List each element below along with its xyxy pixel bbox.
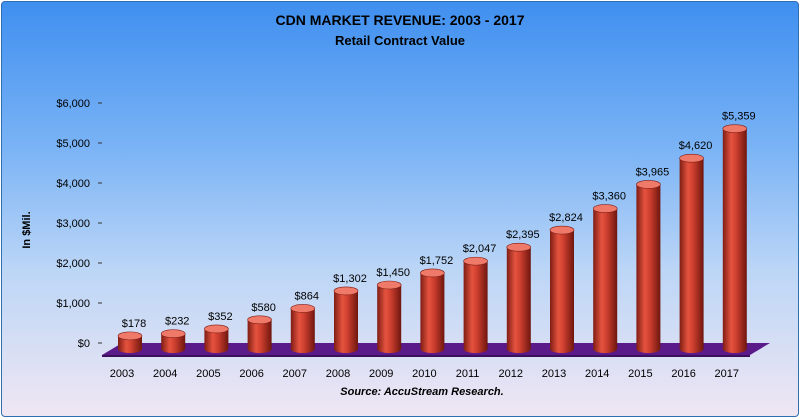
bar-body [550, 230, 574, 353]
bar [247, 315, 272, 353]
x-tick-label: 2016 [671, 368, 695, 380]
floor-edge [102, 355, 750, 357]
data-label: $580 [251, 302, 275, 314]
y-tick-label: $5,000 [56, 138, 90, 150]
x-axis: 2003 2004 2005 2006 2007 2008 2009 2010 2011 2012… [110, 368, 739, 380]
bar [506, 242, 532, 353]
x-tick-label: 2011 [456, 368, 480, 380]
x-tick-label: 2017 [715, 368, 739, 380]
bar [463, 256, 488, 353]
x-tick-label: 2009 [369, 368, 393, 380]
data-label: $178 [122, 318, 146, 330]
data-label: $1,302 [333, 273, 367, 285]
bar-body [593, 208, 618, 353]
chart-source: Source: AccuStream Research. [340, 386, 503, 398]
bar-body [679, 158, 704, 353]
bar [204, 324, 229, 353]
bar [636, 180, 661, 353]
y-axis: $0 $1,000 $2,000 $3,000 $4,000 $5,000 $6,000 [56, 98, 102, 350]
bar [592, 204, 618, 353]
y-tick-label: $2,000 [56, 258, 90, 270]
bar-cap [636, 180, 661, 189]
chart-title: CDN MARKET REVENUE: 2003 - 2017 [276, 12, 525, 28]
bar [549, 225, 575, 353]
bar-cap [592, 204, 618, 213]
data-label: $3,965 [636, 166, 670, 178]
x-tick-label: 2008 [326, 368, 350, 380]
y-tick-label: $4,000 [56, 178, 90, 190]
bar [420, 268, 445, 353]
bar [160, 329, 186, 353]
bar-body [334, 290, 358, 353]
bar-cap [420, 268, 445, 278]
bar-cap [549, 225, 575, 235]
x-tick-label: 2010 [412, 368, 436, 380]
bar-body [463, 261, 488, 353]
bar-body [377, 285, 402, 353]
y-tick-label: $6,000 [56, 98, 90, 110]
bar-body [247, 319, 272, 353]
chart-subtitle: Retail Contract Value [335, 33, 465, 48]
y-tick-label: $0 [78, 338, 90, 350]
bar [333, 286, 359, 353]
x-tick-label: 2006 [239, 368, 263, 380]
bar-cap [117, 331, 143, 341]
x-tick-label: 2004 [153, 368, 177, 380]
bar-body [290, 308, 315, 353]
y-tick-label: $3,000 [56, 218, 90, 230]
data-label: $2,395 [506, 229, 540, 241]
x-tick-label: 2013 [542, 368, 566, 380]
x-tick-label: 2003 [110, 368, 134, 380]
x-tick-label: 2015 [628, 368, 652, 380]
data-label: $2,824 [549, 212, 583, 224]
x-tick-label: 2005 [196, 368, 220, 380]
data-label: $1,450 [376, 267, 410, 279]
data-label: $1,752 [420, 255, 454, 267]
bar-cap [463, 256, 488, 266]
bar-cap [247, 315, 272, 325]
bar-body [118, 335, 142, 353]
y-axis-label: In $Mil. [21, 211, 33, 248]
bar-cap [204, 324, 229, 334]
bar-cap [160, 329, 186, 339]
bar-cap [376, 280, 402, 290]
bar-body [506, 247, 531, 353]
y-tick-label: $1,000 [56, 298, 90, 310]
bar [679, 153, 704, 353]
bar-body [420, 272, 445, 353]
data-label: $4,620 [679, 140, 713, 152]
data-label: $864 [295, 290, 319, 302]
x-tick-label: 2014 [585, 368, 609, 380]
x-tick-label: 2012 [499, 368, 523, 380]
bar [290, 304, 316, 353]
bar-cap [506, 242, 532, 252]
data-label: $3,360 [592, 191, 626, 203]
bar-cap [290, 304, 316, 313]
bar-cap [333, 286, 359, 296]
bar-body [636, 184, 661, 353]
data-label: $2,047 [463, 243, 497, 255]
bar [117, 331, 143, 353]
data-labels: $178 $232 $352 $580 $864 $1,302 $1,450 $1,752 $2… [122, 111, 756, 330]
data-label: $352 [208, 311, 232, 323]
bar-body [204, 328, 229, 353]
bar-cap [722, 124, 748, 133]
bar-cap [679, 153, 704, 163]
x-tick-label: 2007 [283, 368, 307, 380]
bar-body [161, 333, 186, 353]
data-label: $5,359 [722, 111, 756, 123]
data-label: $232 [165, 316, 189, 328]
bar [722, 124, 748, 353]
bar-body [722, 128, 747, 353]
bar-series [117, 124, 748, 353]
bar [376, 280, 402, 353]
